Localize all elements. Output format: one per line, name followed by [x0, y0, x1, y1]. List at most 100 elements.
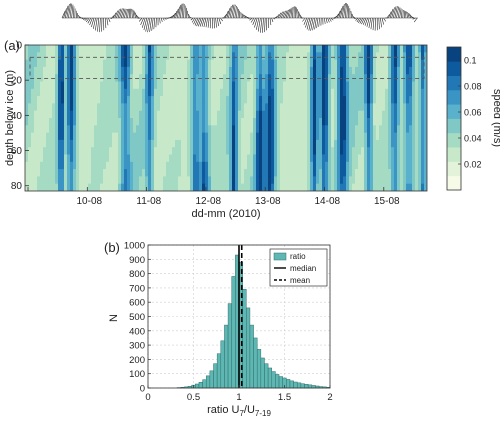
wind-vector — [186, 8, 187, 18]
x-tick-label: 0 — [145, 392, 150, 403]
histogram-bar — [264, 364, 268, 388]
wind-vector-strip — [62, 3, 418, 33]
colorbar-segment — [447, 147, 461, 162]
colorbar-segment — [447, 61, 461, 76]
colorbar-segment — [447, 176, 461, 191]
wind-vector — [208, 18, 209, 28]
histogram-bar — [275, 374, 279, 388]
wind-vector — [280, 12, 283, 18]
wind-vector — [107, 18, 108, 25]
histogram-bar — [305, 384, 309, 388]
colorbar — [447, 47, 461, 190]
x-tick-label: 10-08 — [77, 196, 103, 207]
wind-vector — [72, 5, 73, 18]
histogram-bar — [268, 368, 272, 388]
histogram-bar — [195, 384, 199, 388]
wind-vector — [379, 18, 380, 29]
wind-vector — [265, 18, 266, 32]
colorbar-tick-label: 0.06 — [464, 108, 482, 118]
wind-vector — [373, 18, 374, 30]
histogram-bar — [214, 364, 218, 388]
wind-vector — [270, 18, 271, 25]
wind-vector — [242, 13, 243, 18]
colorbar-label: speed (m/s) — [491, 89, 500, 147]
wind-vector — [73, 6, 74, 18]
wind-vector — [191, 18, 193, 20]
wind-vector — [108, 18, 110, 22]
y-tick-label: 100 — [129, 369, 145, 380]
x-tick-label: 1 — [236, 392, 241, 403]
wind-vector — [236, 7, 237, 18]
histogram-bar — [279, 377, 283, 388]
wind-vector — [220, 18, 222, 21]
histogram-bar — [301, 384, 305, 388]
wind-vector — [97, 18, 98, 32]
wind-vector — [315, 18, 317, 29]
histogram-bar — [232, 276, 236, 388]
x-tick-label: 12-08 — [196, 196, 222, 207]
colorbar-segment — [447, 133, 461, 148]
legend-label-median: median — [290, 264, 316, 273]
wind-vector — [210, 18, 211, 28]
wind-vector — [380, 18, 381, 27]
histogram-bar — [206, 376, 210, 388]
x-tick-label: 11-08 — [136, 196, 161, 207]
wind-vector — [152, 18, 154, 31]
y-tick-label: 300 — [129, 341, 145, 352]
wind-vector — [139, 18, 142, 22]
y-tick-label: 400 — [129, 326, 145, 337]
panel-b-xlabel: ratio U7/U7-19 — [207, 404, 271, 418]
colorbar-segment — [447, 76, 461, 91]
wind-vector — [105, 18, 106, 28]
wind-vector — [395, 6, 398, 18]
panel-b-ylabel: N — [108, 314, 120, 322]
x-tick-label: 1.5 — [278, 392, 291, 403]
x-tick-label: 13-08 — [255, 196, 281, 207]
wind-vector — [369, 18, 371, 28]
histogram-bar — [228, 304, 232, 388]
y-tick-label: 500 — [129, 312, 145, 323]
histogram-bar — [286, 379, 290, 388]
wind-vector — [219, 18, 221, 24]
wind-vector — [197, 18, 200, 26]
colorbar-tick-label: 0.08 — [464, 82, 482, 92]
wind-vector — [298, 9, 299, 18]
wind-vector — [284, 10, 287, 18]
legend-label-mean: mean — [290, 276, 310, 285]
histogram-bar — [272, 372, 276, 388]
wind-vector — [324, 18, 325, 24]
wind-vector — [132, 9, 133, 18]
y-tick-label: 200 — [129, 355, 145, 366]
panel-a-xlabel: dd-mm (2010) — [191, 208, 260, 220]
wind-vector — [95, 18, 97, 31]
wind-vector — [160, 18, 161, 23]
wind-vector — [260, 18, 262, 33]
wind-vector — [154, 18, 155, 29]
x-tick-label: 15-08 — [374, 196, 400, 207]
histogram-bar — [261, 358, 265, 388]
wind-vector — [163, 18, 165, 21]
legend-label-ratio: ratio — [290, 252, 306, 261]
wind-vector — [238, 9, 239, 18]
wind-vector — [403, 10, 404, 18]
xlabel-sep: /U — [244, 404, 255, 416]
panel-a-ylabel: depth below ice (m) — [4, 70, 16, 166]
wind-vector — [118, 9, 121, 18]
wind-vector — [216, 18, 217, 28]
histogram-bar — [294, 382, 298, 388]
wind-vector — [371, 18, 373, 29]
xlabel-main: ratio U — [207, 404, 239, 416]
colorbar-tick-label: 0.04 — [464, 134, 482, 144]
histogram-bar — [210, 371, 214, 388]
xlabel-sub2: 7-19 — [255, 409, 272, 418]
colorbar-tick-label: 0.1 — [464, 56, 477, 66]
wind-vector — [161, 18, 162, 22]
colorbar-segment — [447, 104, 461, 119]
wind-vector — [128, 9, 129, 18]
legend: ratio median mean — [270, 249, 327, 286]
wind-vector — [262, 18, 263, 33]
histogram-bar — [203, 380, 207, 388]
